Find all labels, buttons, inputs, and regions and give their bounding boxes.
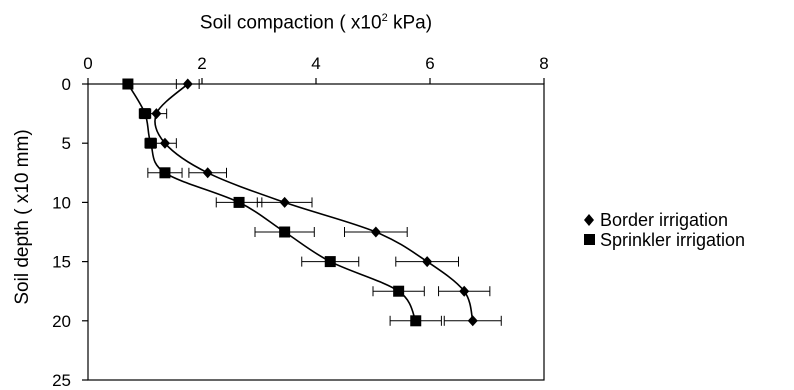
y-tick-label: 20 [52, 312, 71, 331]
data-point-border-irrigation [459, 285, 470, 297]
data-point-sprinkler-irrigation [145, 137, 157, 149]
data-point-sprinkler-irrigation [233, 196, 245, 208]
series-line-border-irrigation [154, 83, 474, 322]
legend-label-border-irrigation: Border irrigation [600, 210, 728, 230]
data-point-border-irrigation [202, 167, 213, 179]
x-tick-label: 2 [197, 54, 206, 73]
data-point-border-irrigation [467, 315, 478, 327]
x-tick-label: 6 [425, 54, 434, 73]
legend-label-sprinkler-irrigation: Sprinkler irrigation [600, 230, 745, 250]
data-point-border-irrigation [182, 78, 193, 90]
data-point-border-irrigation [370, 226, 381, 238]
y-tick-label: 0 [62, 75, 71, 94]
data-point-sprinkler-irrigation [393, 285, 405, 297]
y-tick-label: 15 [52, 253, 71, 272]
data-point-sprinkler-irrigation [279, 226, 291, 238]
data-point-sprinkler-irrigation [139, 108, 151, 120]
y-tick-label: 10 [52, 193, 71, 212]
data-point-border-irrigation [151, 108, 162, 120]
y-tick-label: 5 [62, 134, 71, 153]
y-axis-title: Soil depth ( x10 mm) [12, 129, 33, 304]
legend-marker-border-irrigation [584, 214, 594, 226]
x-tick-label: 8 [539, 54, 548, 73]
data-point-border-irrigation [279, 196, 290, 208]
x-axis-title: Soil compaction ( x102 kPa) [199, 12, 433, 34]
x-tick-label: 4 [311, 54, 320, 73]
data-point-border-irrigation [159, 137, 170, 149]
legend-marker-sprinkler-irrigation [584, 234, 595, 245]
plot-area: 0 2 4 6 8 0 5 10 15 20 25 Soil depth ( x10 mm) Borde… [12, 54, 745, 390]
data-point-border-irrigation [422, 256, 433, 268]
data-point-sprinkler-irrigation [324, 256, 336, 268]
data-point-sprinkler-irrigation [159, 167, 171, 179]
y-tick-label: 25 [52, 371, 71, 390]
x-tick-label: 0 [83, 54, 92, 73]
data-point-sprinkler-irrigation [122, 78, 134, 90]
data-point-sprinkler-irrigation [410, 315, 422, 327]
